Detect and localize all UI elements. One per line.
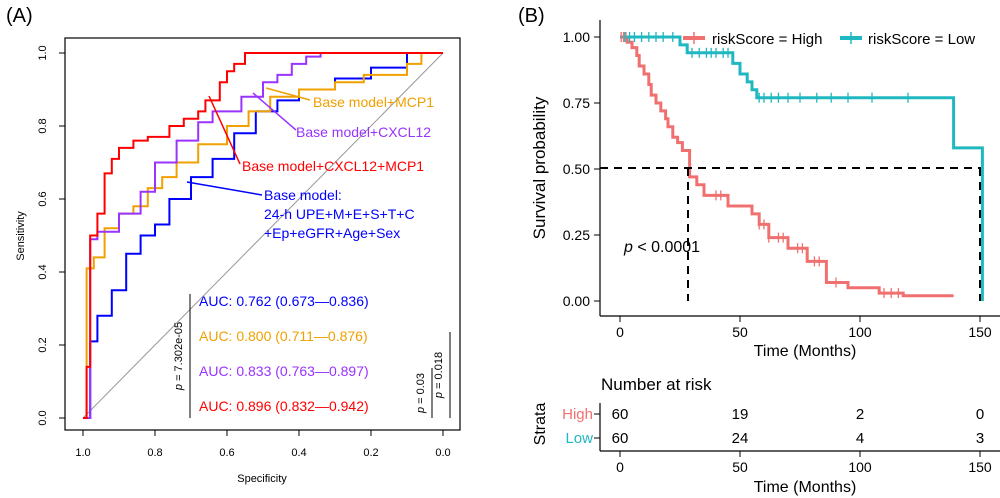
risk-x-tick-label: 50 — [732, 459, 748, 475]
roc-y-tick-label: 0.2 — [37, 337, 49, 352]
legend-label-low: riskScore = Low — [868, 31, 975, 48]
risk-count-high: 19 — [732, 406, 749, 423]
series-label-base-line2: 24-h UPE+M+E+S+T+C — [264, 206, 415, 222]
risk-strata-label: Strata — [532, 403, 549, 446]
auc-mcp1: AUC: 0.800 (0.711—0.876) — [199, 328, 368, 344]
risk-x-tick-label: 100 — [848, 459, 872, 475]
km-y-tick-label: 0.00 — [563, 293, 590, 309]
pvalue-b: p = 0.018 — [433, 352, 445, 399]
legend-label-high: riskScore = High — [712, 31, 822, 48]
roc-y-tick-label: 0.4 — [37, 264, 49, 279]
callout-line-both — [208, 95, 241, 165]
risk-count-high: 0 — [976, 406, 984, 423]
km-x-axis-label: Time (Months) — [754, 343, 857, 360]
auc-cxcl12: AUC: 0.833 (0.763—0.897) — [199, 363, 369, 379]
risk-count-high: 60 — [612, 406, 629, 423]
pvalue-main: p = 7.302e-05 — [173, 322, 185, 391]
series-label-base-line1: Base model: — [264, 187, 342, 203]
pvalue-a: p = 0.03 — [415, 373, 427, 414]
risk-count-low: 24 — [732, 430, 749, 447]
auc-both: AUC: 0.896 (0.832—0.942) — [199, 398, 369, 414]
risk-count-low: 4 — [856, 430, 864, 447]
series-label-base-line3: +Ep+eGFR+Age+Sex — [264, 225, 400, 241]
roc-y-tick-label: 0.8 — [37, 118, 49, 133]
km-y-axis-label: Survival probability — [530, 96, 549, 239]
km-y-tick-label: 0.75 — [563, 95, 590, 111]
roc-y-tick-label: 1.0 — [37, 45, 49, 60]
roc-curve-base-model-cxcl12-mcp1 — [83, 52, 443, 419]
risk-strata-high: High — [562, 406, 593, 423]
km-curve-low — [620, 35, 984, 301]
risk-x-axis-label: Time (Months) — [754, 479, 857, 496]
callout-line-mcp1 — [265, 87, 311, 101]
callout-line-cxcl12 — [252, 92, 297, 131]
roc-curves — [83, 52, 443, 419]
km-x-tick-label: 50 — [732, 324, 748, 340]
risk-axis: 0 50 100 150 — [616, 451, 992, 475]
series-label-mcp1: Base model+MCP1 — [313, 94, 434, 110]
risk-count-low: 3 — [976, 430, 984, 447]
roc-x-tick-label: 0.8 — [147, 447, 162, 459]
roc-x-tick-label: 0.0 — [435, 447, 450, 459]
callout-line-base — [186, 181, 263, 196]
roc-curve-base-model-cxcl12 — [83, 52, 443, 419]
roc-x-tick-label: 0.4 — [291, 447, 306, 459]
risk-x-tick-label: 150 — [968, 459, 992, 475]
series-label-both: Base model+CXCL12+MCP1 — [242, 158, 424, 174]
km-y-tick-label: 1.00 — [563, 29, 590, 45]
roc-diagonal — [82, 52, 444, 419]
km-x-tick-label: 0 — [616, 324, 624, 340]
risk-table-title: Number at risk — [601, 375, 712, 394]
risk-count-low: 60 — [612, 430, 629, 447]
roc-y-axis-label: Sensitivity — [15, 211, 27, 261]
roc-x-tick-label: 0.2 — [363, 447, 378, 459]
roc-y-tick-label: 0.0 — [37, 410, 49, 425]
roc-x-axis-label: Specificity — [237, 473, 287, 485]
km-axes: 0.00 0.25 0.50 0.75 1.00 0 50 100 150 — [563, 29, 992, 340]
risk-strata-low: Low — [565, 430, 593, 447]
roc-plot-frame — [64, 37, 461, 431]
panel-b-label: (B) — [518, 5, 545, 27]
risk-x-tick-label: 0 — [616, 459, 624, 475]
risk-count-high: 2 — [856, 406, 864, 423]
series-label-cxcl12: Base model+CXCL12 — [296, 124, 431, 140]
km-x-tick-label: 150 — [968, 324, 992, 340]
risk-table: 60 19 2 0 60 24 4 3 — [594, 406, 984, 447]
roc-curve-base-model-mcp1 — [83, 52, 443, 419]
km-curve-high — [620, 35, 954, 298]
km-pvalue: p < 0.0001 — [623, 239, 700, 256]
km-x-tick-label: 100 — [848, 324, 872, 340]
km-y-tick-label: 0.25 — [563, 227, 590, 243]
roc-x-tick-label: 1.0 — [75, 447, 90, 459]
roc-y-tick-label: 0.6 — [37, 191, 49, 206]
auc-base: AUC: 0.762 (0.673—0.836) — [199, 293, 369, 309]
roc-axes: 1.0 0.8 0.6 0.4 0.2 0.0 0.0 0.2 0.4 0.6 0.8 1.0 — [37, 45, 451, 459]
roc-x-tick-label: 0.6 — [219, 447, 234, 459]
km-y-tick-label: 0.50 — [563, 161, 590, 177]
km-curves — [620, 32, 984, 301]
panel-a-label: (A) — [6, 5, 33, 27]
